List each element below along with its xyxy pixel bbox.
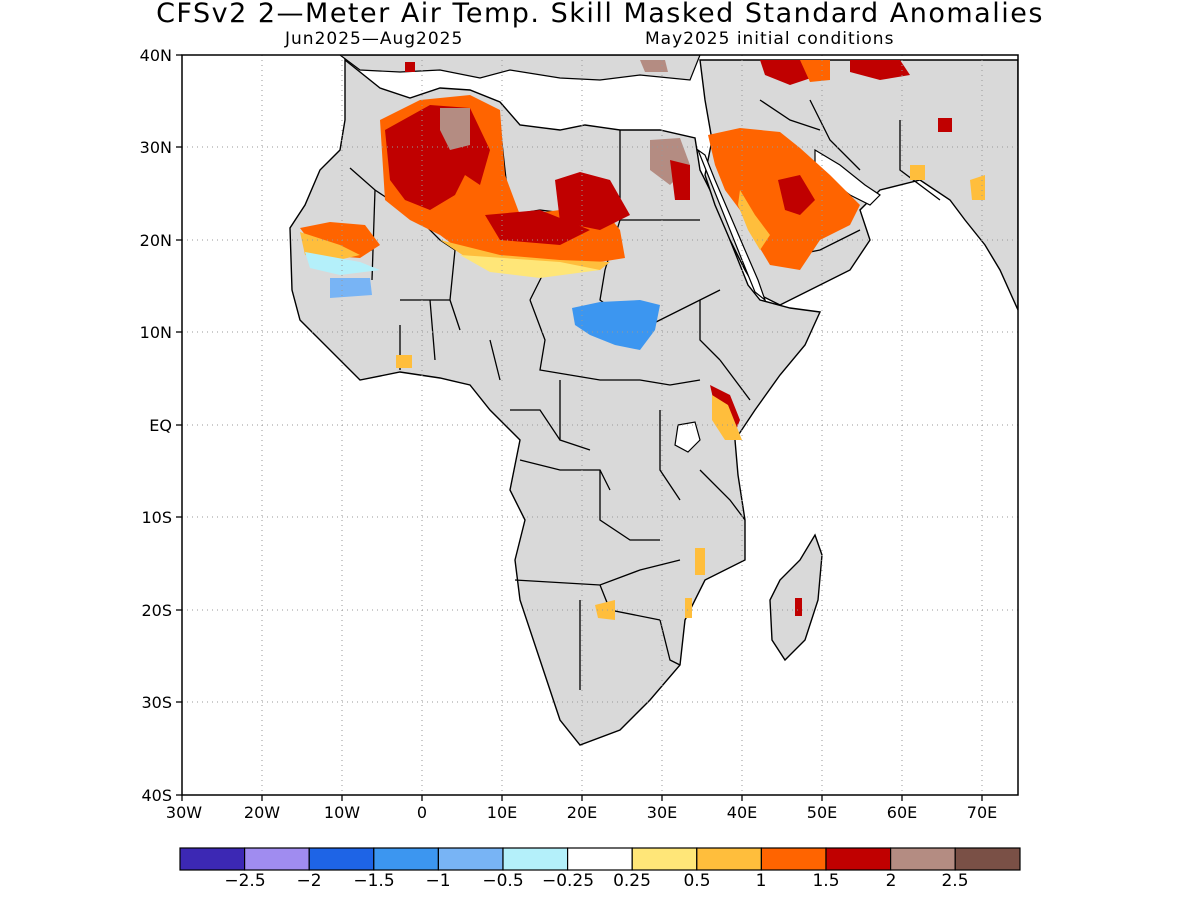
colorbar-swatch: [373, 847, 439, 871]
colorbar-swatch: [954, 847, 1021, 871]
colorbar-swatch: [244, 847, 310, 871]
colorbar-label: 0.25: [613, 871, 651, 891]
colorbar-swatch: [631, 847, 698, 871]
lon-label: 10E: [487, 803, 517, 822]
longitude-labels: 30W 20W 10W 0 10E 20E 30E 40E 50E 60E 70…: [166, 803, 997, 822]
colorbar-label: −2: [296, 871, 322, 891]
forecast-period: Jun2025—Aug2025: [285, 29, 464, 49]
madagascar-landmass: [769, 533, 823, 662]
colorbar-swatch: [502, 847, 569, 871]
map-title: CFSv2 2—Meter Air Temp. Skill Masked Sta…: [156, 0, 1044, 29]
lon-label: 60E: [887, 803, 917, 822]
tick-marks: [176, 54, 983, 801]
lon-label: 0: [417, 803, 427, 822]
lon-label: 20W: [244, 803, 280, 822]
colorbar-label: −1: [425, 871, 451, 891]
lat-label: 10N: [140, 323, 172, 342]
colorbar-swatch: [696, 847, 762, 871]
colorbar-label: 0.5: [683, 871, 711, 891]
colorbar-swatch: [566, 847, 633, 871]
red-sea: [696, 148, 767, 302]
colorbar: [179, 847, 1021, 871]
lon-label: 50E: [807, 803, 837, 822]
lon-label: 30E: [647, 803, 677, 822]
colorbar-label: 2: [885, 871, 897, 891]
latitude-labels: 40N 30N 20N 10N EQ 10S 20S 30S 40S: [140, 46, 172, 805]
lat-label: 20N: [140, 231, 172, 250]
lon-label: 10W: [324, 803, 360, 822]
colorbar-label: 2.5: [941, 871, 969, 891]
grid-lines: [182, 55, 1018, 795]
lon-label: 20E: [567, 803, 597, 822]
lon-label: 40E: [727, 803, 757, 822]
colorbar-label: −2.5: [224, 871, 266, 891]
africa-landmass: [289, 58, 822, 746]
europe-landmass: [339, 55, 701, 81]
lat-label: 10S: [141, 508, 172, 527]
colorbar-label: −0.25: [541, 871, 595, 891]
lat-label: EQ: [149, 416, 172, 435]
colorbar-swatch: [889, 847, 956, 871]
lat-label: 30S: [141, 693, 172, 712]
lat-label: 40S: [141, 786, 172, 805]
map-plot-area: [289, 55, 1018, 746]
colorbar-swatch: [308, 847, 375, 871]
lat-label: 40N: [140, 46, 172, 65]
colorbar-label: −0.5: [482, 871, 524, 891]
colorbar-label: −1.5: [353, 871, 395, 891]
anomaly-patches: [300, 60, 985, 620]
colorbar-swatch: [179, 847, 246, 871]
initial-conditions: May2025 initial conditions: [645, 29, 895, 49]
colorbar-swatch: [825, 847, 892, 871]
lon-label: 70E: [967, 803, 997, 822]
lake-victoria: [674, 421, 701, 453]
colorbar-swatch: [437, 847, 504, 871]
colorbar-label: 1.5: [812, 871, 840, 891]
lat-label: 30N: [140, 138, 172, 157]
colorbar-swatch: [760, 847, 827, 871]
lon-label: 30W: [166, 803, 202, 822]
lat-label: 20S: [141, 601, 172, 620]
colorbar-label: 1: [755, 871, 767, 891]
